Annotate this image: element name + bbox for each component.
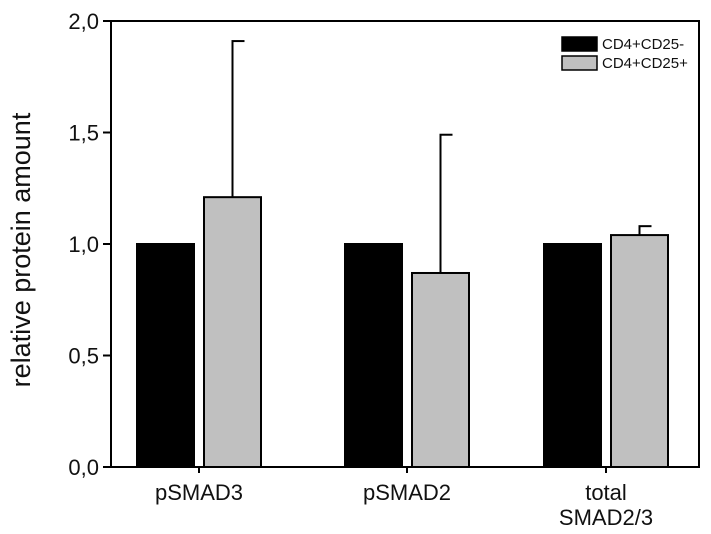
x-tick-label: total [585, 480, 627, 505]
legend-swatch [561, 55, 598, 71]
y-tick-label: 2,0 [68, 9, 99, 34]
legend-label: CD4+CD25+ [602, 55, 688, 72]
bar [543, 243, 602, 468]
bar [411, 271, 470, 468]
y-tick-label: 1,0 [68, 232, 99, 257]
legend-swatch [561, 36, 598, 52]
y-tick-label: 0,5 [68, 344, 99, 369]
x-tick-label: pSMAD3 [155, 480, 243, 505]
legend-label: CD4+CD25- [602, 36, 684, 53]
bar [136, 243, 195, 468]
x-tick-label: pSMAD2 [363, 480, 451, 505]
legend: CD4+CD25- CD4+CD25+ [561, 36, 688, 72]
bar [610, 234, 669, 468]
x-tick-label: SMAD2/3 [559, 505, 653, 530]
bar [203, 196, 262, 468]
bar [344, 243, 403, 468]
y-tick-label: 1,5 [68, 121, 99, 146]
y-axis-title: relative protein amount [6, 112, 36, 387]
y-tick-label: 0,0 [68, 455, 99, 480]
